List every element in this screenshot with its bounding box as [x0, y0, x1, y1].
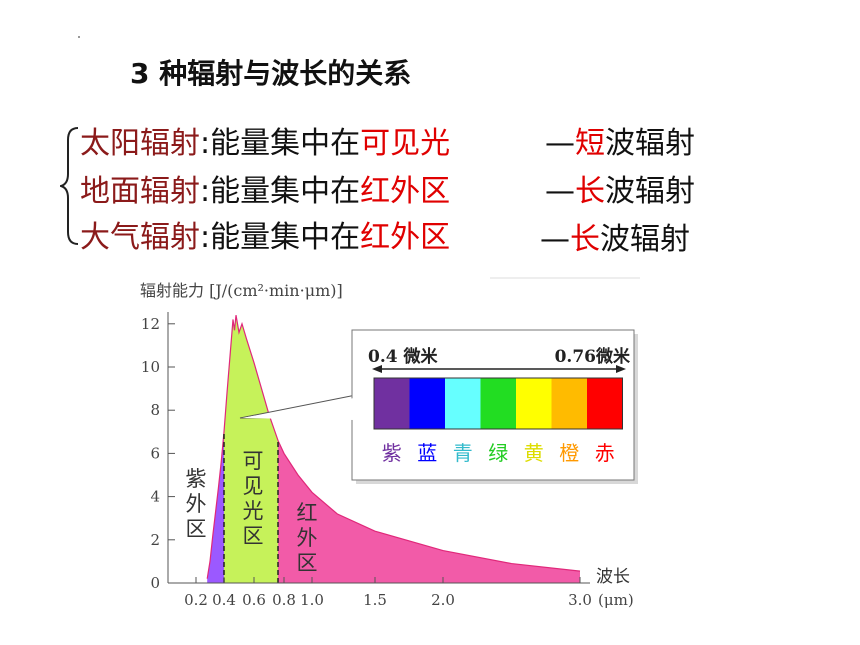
row-text: 能量集中在 [210, 174, 361, 209]
spectrum-band-label: 紫 [382, 441, 402, 465]
y-tick-label: 8 [150, 401, 160, 419]
result-solar: —短波辐射 [545, 118, 695, 162]
spectrum-arrow-left [372, 365, 382, 373]
row-sep: : [200, 126, 211, 161]
spectrum-band-label: 蓝 [417, 441, 437, 465]
spectrum-band [551, 378, 587, 429]
result-kind: 长 [575, 174, 605, 209]
x-tick-label: 2.0 [431, 591, 455, 609]
region-label: 可 [243, 449, 264, 473]
left-brace [60, 127, 79, 245]
result-suffix: 波辐射 [605, 174, 695, 209]
x-tick-label: 0.4 [212, 591, 236, 609]
spectrum-band [409, 378, 445, 429]
spectrum-band [480, 378, 516, 429]
row-ground: 地面辐射:能量集中在红外区 [80, 166, 450, 210]
row-name: 地面辐射 [80, 174, 200, 209]
spectrum-callout: 0.4 微米 0.76微米紫蓝青绿黄橙赤 [239, 329, 638, 484]
result-dash: — [540, 222, 570, 257]
x-tick-label: 0.6 [242, 591, 266, 609]
row-region: 红外区 [360, 220, 451, 255]
row-atmosphere: 大气辐射:能量集中在红外区 [80, 212, 450, 256]
region-label: 光 [243, 499, 264, 523]
result-suffix: 波辐射 [605, 126, 695, 161]
spectrum-band-label: 黄 [524, 441, 544, 465]
region-红外区 [278, 440, 580, 583]
region-label: 红 [297, 501, 318, 525]
x-tick-label: 0.8 [272, 591, 296, 609]
row-text: 能量集中在 [210, 220, 361, 255]
row-sep: : [200, 174, 211, 209]
x-unit-label: (μm) [598, 591, 634, 609]
spectrum-frame [373, 377, 623, 430]
y-axis-label: 辐射能力 [J/(cm²·min·μm)] [140, 281, 343, 300]
spectrum-band-label: 绿 [488, 441, 508, 465]
y-tick-label: 10 [141, 358, 160, 376]
row-region: 可见光 [360, 126, 451, 161]
y-tick-label: 2 [150, 531, 160, 549]
y-tick-label: 6 [150, 444, 160, 462]
row-name: 大气辐射 [80, 220, 200, 255]
region-可见光区 [224, 315, 278, 583]
y-tick-label: 12 [141, 315, 160, 333]
region-紫外区 [207, 431, 224, 583]
region-label: 外 [297, 526, 318, 550]
page-title: 3 种辐射与波长的关系 [130, 57, 412, 90]
x-tick-label: 1.5 [363, 591, 387, 609]
corner-dot [78, 36, 80, 38]
spectrum-band-label: 橙 [559, 441, 579, 465]
spectrum-arrow-right [616, 365, 626, 373]
region-label: 外 [186, 492, 207, 516]
x-tick-label: 1.0 [300, 591, 324, 609]
x-tick-label: 0.2 [184, 591, 208, 609]
region-label: 见 [243, 474, 264, 498]
radiation-curve [206, 315, 581, 579]
region-label: 区 [186, 517, 207, 541]
spectrum-band [374, 378, 410, 429]
spectrum-band [445, 378, 481, 429]
callout-pointer-fill [242, 398, 354, 420]
spectrum-band-label: 青 [453, 441, 473, 465]
result-ground: —长波辐射 [545, 166, 695, 210]
result-kind: 短 [575, 126, 605, 161]
row-sep: : [200, 220, 211, 255]
spectrum-to-label: 0.76微米 [555, 346, 631, 367]
result-dash: — [545, 126, 575, 161]
y-tick-label: 0 [150, 574, 160, 592]
spectrum-from-label: 0.4 微米 [368, 346, 438, 367]
row-solar: 太阳辐射:能量集中在可见光 [80, 118, 450, 162]
x-tick-label: 3.0 [568, 591, 592, 609]
plot-area: 0 2 4 6 8 10 12 0.2 0.4 0.6 0.8 1.0 1.5 2.0 3.0 (μm) 波长 紫… [141, 312, 634, 609]
row-text: 能量集中在 [210, 126, 361, 161]
spectrum-band [587, 378, 623, 429]
region-label: 紫 [186, 467, 207, 491]
result-suffix: 波辐射 [600, 222, 690, 257]
x-axis-label: 波长 [596, 567, 630, 587]
region-label: 区 [297, 551, 318, 575]
row-region: 红外区 [360, 174, 451, 209]
result-dash: — [545, 174, 575, 209]
spectrum-band [516, 378, 552, 429]
row-name: 太阳辐射 [80, 126, 200, 161]
result-atmosphere: —长波辐射 [540, 214, 690, 258]
region-label: 区 [243, 524, 264, 548]
y-tick-label: 4 [150, 488, 160, 506]
spectrum-band-label: 赤 [595, 441, 615, 465]
result-kind: 长 [570, 222, 600, 257]
